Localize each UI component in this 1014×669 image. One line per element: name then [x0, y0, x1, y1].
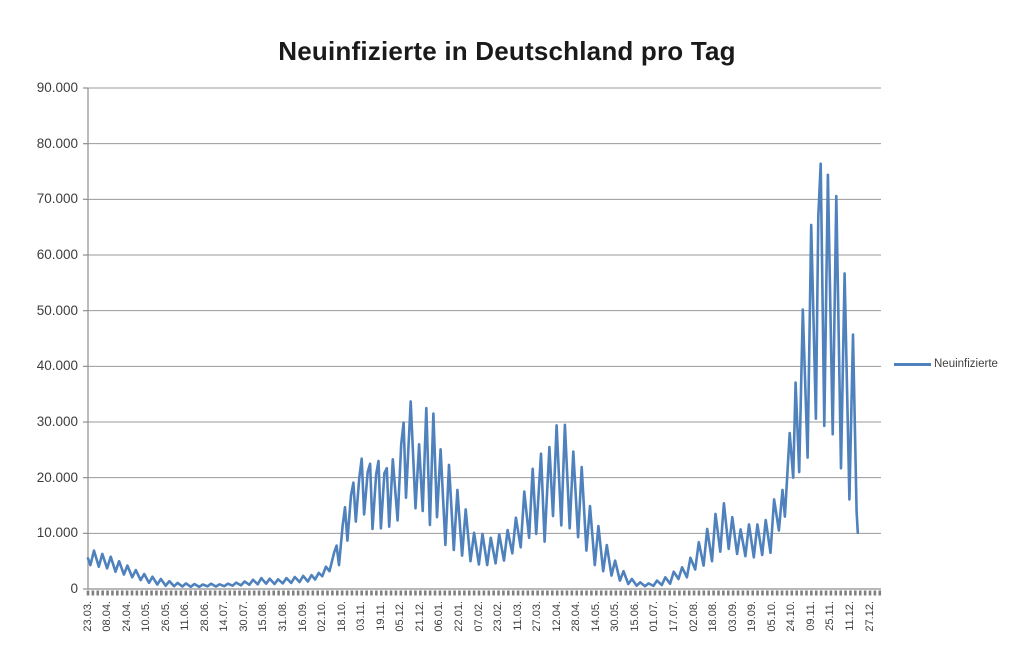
legend-label: Neuinfizierte — [934, 358, 998, 370]
chart-title: Neuinfizierte in Deutschland pro Tag — [278, 36, 736, 66]
legend-line-swatch — [894, 362, 931, 366]
y-axis-label: 30.000 — [36, 414, 78, 429]
x-axis-label: 08.04. — [101, 601, 114, 632]
x-axis-label: 24.10. — [785, 601, 798, 632]
x-axis-label: 28.06. — [198, 601, 211, 632]
x-axis-label: 19.09. — [746, 601, 759, 632]
x-axis-label: 17.07. — [668, 601, 680, 632]
x-axis-label: 09.11. — [804, 601, 817, 631]
x-axis-label: 28.04. — [570, 601, 583, 632]
x-axis-label: 26.05. — [159, 601, 172, 632]
x-axis-label: 15.08. — [257, 601, 270, 632]
y-axis-label: 0 — [70, 581, 78, 596]
x-axis-label: 03.11. — [355, 601, 368, 631]
x-axis-label: 31.08. — [277, 601, 289, 632]
x-axis-label: 22.01. — [452, 601, 465, 632]
x-axis-label: 19.11. — [374, 601, 387, 631]
x-axis-label: 16.09. — [296, 601, 309, 632]
x-axis-label: 03.09. — [726, 601, 739, 632]
y-axis-label: 40.000 — [36, 358, 78, 374]
legend: Neuinfizierte — [894, 358, 998, 370]
x-axis-label: 14.07. — [218, 601, 231, 632]
x-axis-label: 27.03. — [531, 601, 544, 632]
x-axis-label: 23.03. — [81, 601, 94, 632]
x-axis-label: 21.12. — [413, 601, 426, 632]
x-axis-label: 05.12. — [394, 601, 407, 632]
x-axis-label: 30.07. — [237, 601, 250, 632]
x-axis-label: 24.04. — [120, 601, 133, 632]
x-axis-label: 12.04. — [550, 601, 563, 632]
x-axis-label: 11.12. — [843, 601, 856, 631]
x-axis-label: 06.01. — [433, 601, 446, 632]
y-axis-label: 90.000 — [36, 80, 78, 95]
x-axis-label: 23.02. — [492, 601, 505, 632]
x-axis-label: 25.11. — [824, 601, 837, 631]
x-axis-label: 15.06. — [628, 601, 641, 632]
x-axis-label: 11.03. — [511, 601, 524, 631]
x-axis-label: 07.02. — [472, 601, 485, 632]
y-axis-label: 50.000 — [36, 302, 78, 318]
x-axis-label: 11.06. — [179, 601, 192, 631]
y-axis-label: 20.000 — [36, 469, 78, 485]
x-axis-label: 18.10. — [335, 601, 348, 632]
x-axis-label: 14.05. — [589, 601, 602, 632]
y-axis-label: 10.000 — [36, 525, 78, 541]
x-axis-label: 05.10. — [765, 601, 778, 632]
series-line-neuinfizierte — [86, 162, 860, 589]
x-axis-label: 02.08. — [687, 601, 700, 632]
y-axis-label: 60.000 — [36, 247, 78, 262]
x-axis-label: 01.07. — [648, 601, 661, 632]
x-axis-label: 10.05. — [140, 601, 153, 632]
y-axis-label: 70.000 — [36, 191, 78, 207]
x-axis-label: 27.12. — [863, 601, 876, 632]
x-axis-label: 18.08. — [707, 601, 720, 632]
x-axis-label: 02.10. — [316, 601, 329, 632]
x-axis-label: 30.05. — [609, 601, 622, 632]
y-axis-label: 80.000 — [36, 135, 78, 151]
